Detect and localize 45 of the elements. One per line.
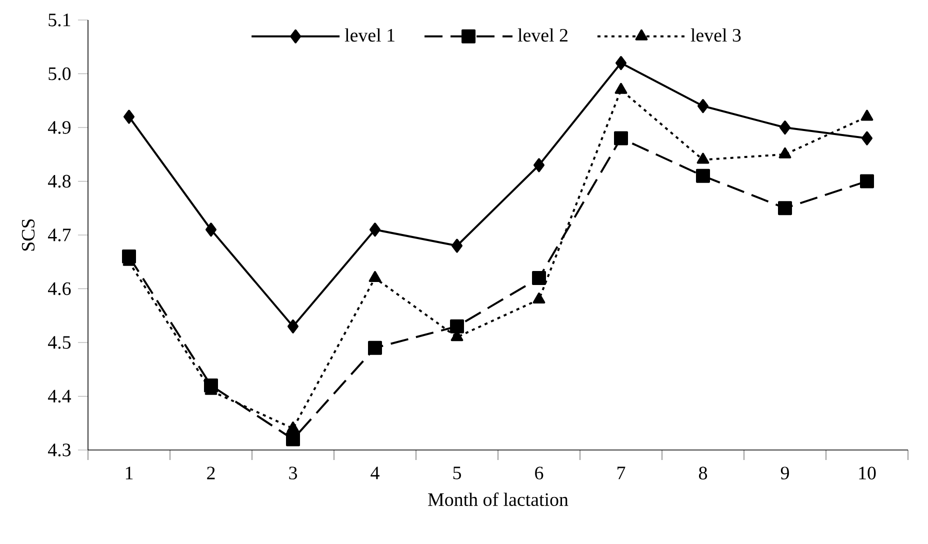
- y-tick-label: 4.3: [48, 444, 71, 456]
- point: [778, 201, 792, 216]
- y-tick-label: 5.1: [48, 14, 70, 26]
- point: [779, 120, 790, 135]
- point: [286, 432, 300, 446]
- x-tick-label: 5: [453, 466, 461, 480]
- x-tick-label: 7: [618, 466, 626, 480]
- x-tick-label: 6: [535, 466, 544, 480]
- x-tick-label: 10: [859, 466, 876, 480]
- point: [532, 271, 546, 286]
- legend-label: level 1: [344, 28, 394, 42]
- x-tick-label: 3: [289, 466, 297, 480]
- x-tick-label: 9: [780, 466, 789, 480]
- x-tick-label: 2: [207, 466, 215, 480]
- point: [534, 158, 544, 172]
- point: [124, 110, 134, 124]
- y-tick-label: 5.0: [48, 67, 71, 80]
- x-tick-label: 4: [370, 466, 380, 480]
- y-tick-label: 4.5: [48, 336, 71, 349]
- point: [616, 56, 626, 70]
- point: [860, 174, 874, 188]
- point: [206, 222, 216, 237]
- point: [286, 422, 300, 432]
- point: [288, 319, 298, 334]
- point: [452, 238, 462, 253]
- y-tick-label: 4.6: [48, 282, 71, 296]
- point: [861, 131, 872, 146]
- legend-label: level 3: [690, 28, 741, 42]
- point: [697, 99, 708, 114]
- y-tick-label: 4.7: [48, 228, 71, 242]
- y-axis-title: SCS: [22, 219, 35, 251]
- point: [368, 271, 382, 282]
- y-tick-label: 4.9: [48, 121, 71, 134]
- x-axis-title: Month of lactation: [428, 492, 568, 506]
- point: [370, 222, 380, 237]
- point: [532, 292, 546, 304]
- y-tick-label: 4.8: [48, 174, 71, 188]
- x-tick-label: 8: [698, 466, 708, 480]
- point: [614, 131, 628, 146]
- point: [696, 168, 710, 183]
- point: [368, 340, 382, 355]
- y-tick-label: 4.4: [48, 390, 72, 403]
- x-tick-label: 1: [126, 466, 133, 480]
- legend-label: level 2: [518, 28, 568, 42]
- point: [450, 319, 464, 334]
